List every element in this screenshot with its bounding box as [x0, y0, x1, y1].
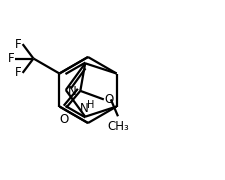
Text: N: N: [80, 102, 89, 115]
Text: O: O: [105, 93, 114, 106]
Text: F: F: [15, 66, 22, 79]
Text: N: N: [68, 84, 76, 98]
Text: F: F: [15, 38, 22, 51]
Text: CH₃: CH₃: [107, 120, 129, 133]
Text: F: F: [8, 52, 14, 65]
Text: O: O: [60, 113, 69, 126]
Text: H: H: [86, 100, 94, 110]
